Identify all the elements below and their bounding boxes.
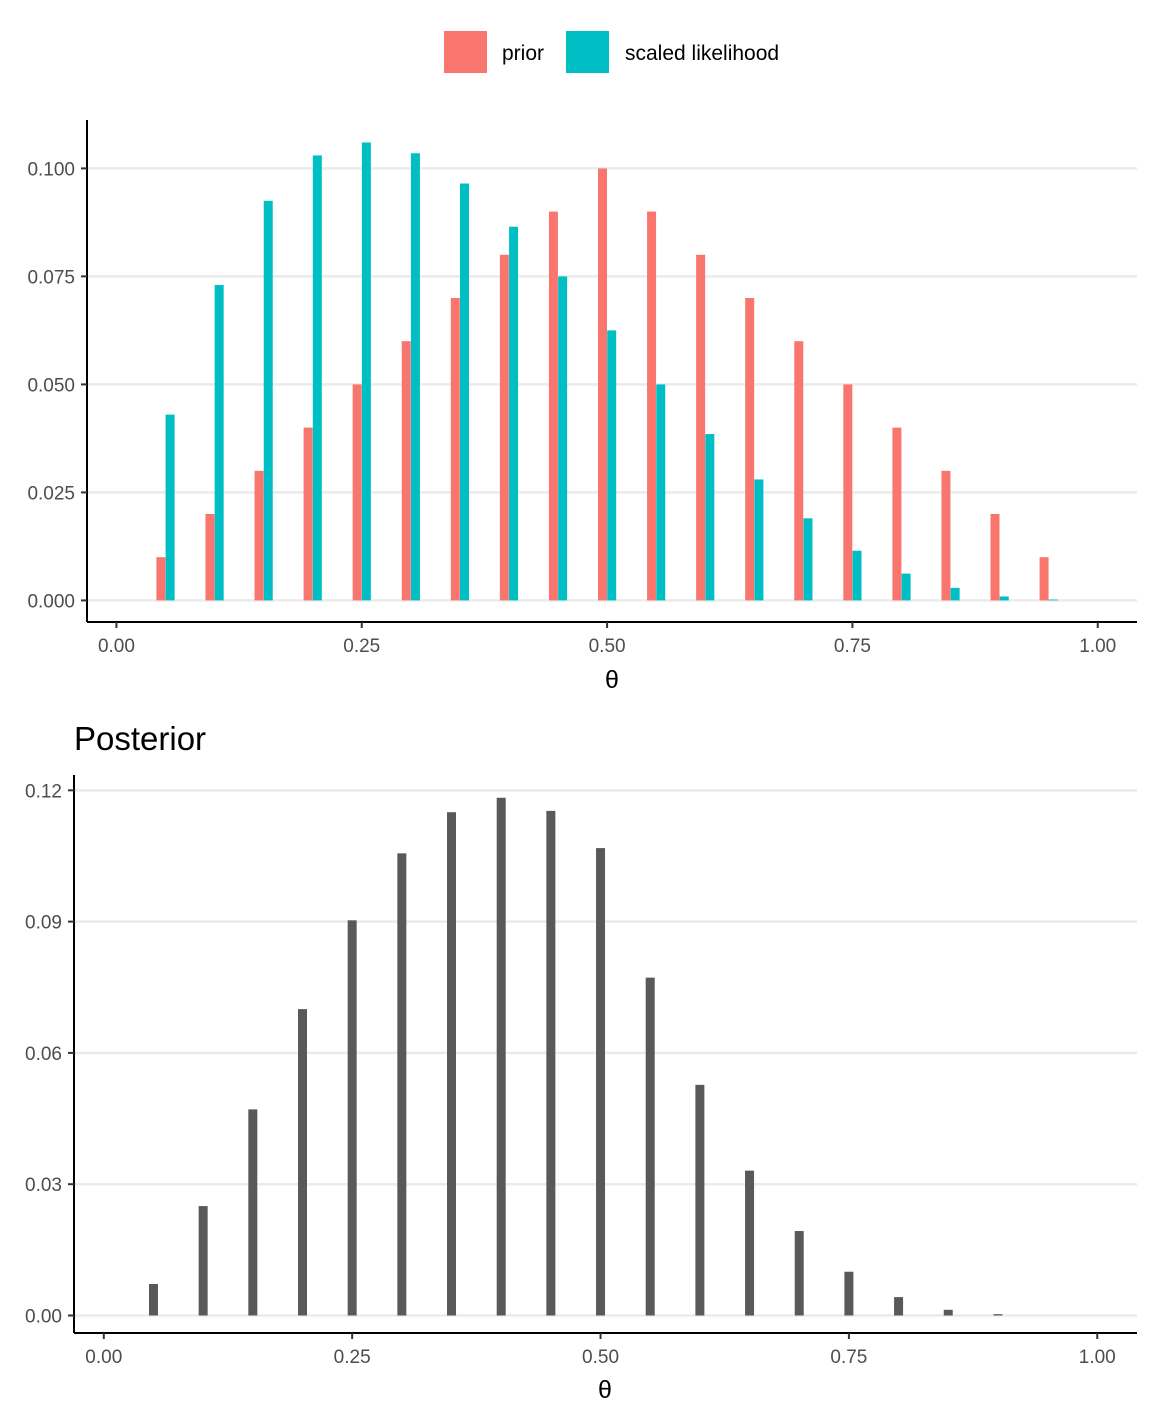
bar-scaled-likelihood: [460, 183, 469, 601]
bar-posterior: [844, 1271, 854, 1316]
bar-posterior: [794, 1231, 804, 1316]
x-tick-label: 0.75: [834, 636, 871, 657]
bar-prior: [696, 254, 706, 601]
x-tick-label: 0.75: [830, 1347, 867, 1368]
x-tick-label: 0.00: [98, 636, 135, 657]
bar-prior: [548, 211, 558, 601]
axes: [86, 120, 1137, 623]
y-tick-label: 0.03: [25, 1175, 62, 1196]
y-tick-label: 0.12: [25, 781, 62, 802]
bar-posterior: [198, 1206, 208, 1316]
bar-scaled-likelihood: [754, 479, 764, 601]
bar-scaled-likelihood: [803, 518, 813, 601]
x-tick-label: 0.25: [334, 1347, 371, 1368]
bar-prior: [843, 384, 853, 601]
bar-scaled-likelihood: [656, 384, 666, 601]
bar-scaled-likelihood: [509, 226, 519, 601]
x-tick-label: 1.00: [1079, 1347, 1116, 1368]
bar-scaled-likelihood: [410, 153, 420, 601]
bar-prior: [352, 384, 362, 601]
y-tick-label: 0.06: [25, 1044, 62, 1065]
bar-scaled-likelihood: [852, 550, 862, 601]
bar-posterior: [496, 797, 506, 1316]
bar-prior: [1039, 557, 1049, 601]
bar-scaled-likelihood: [214, 285, 224, 601]
bar-prior: [647, 211, 657, 601]
bar-posterior: [894, 1297, 904, 1316]
bar-posterior: [298, 1009, 307, 1316]
y-tick-label: 0.075: [27, 267, 75, 288]
bar-prior: [156, 557, 166, 601]
bar-prior: [892, 427, 902, 601]
bar-posterior: [645, 977, 655, 1316]
bar-posterior: [447, 812, 457, 1316]
bar-scaled-likelihood: [705, 434, 715, 601]
y-tick-label: 0.025: [27, 483, 75, 504]
posterior-panel: Posterior 0.000.030.060.090.12 0.00 0.25 0…: [25, 720, 1137, 1404]
legend-label-prior: prior: [502, 42, 544, 65]
bar-posterior: [148, 1283, 158, 1316]
x-tick-label: 0.50: [589, 636, 626, 657]
bar-posterior: [745, 1170, 755, 1316]
x-tick-label: 0.25: [343, 636, 380, 657]
y-axis-ticks: 0.000 0.025 0.050 0.075 0.100: [27, 159, 87, 612]
bar-posterior: [546, 810, 556, 1316]
axes: [73, 775, 1137, 1334]
x-axis-title: θ: [598, 1376, 612, 1404]
bar-scaled-likelihood: [165, 414, 175, 601]
bar-scaled-likelihood: [312, 155, 322, 601]
bar-prior: [941, 470, 951, 601]
bars: [156, 142, 1058, 601]
legend: prior scaled likelihood: [444, 31, 779, 73]
x-axis-ticks: 0.00 0.25 0.50 0.75 1.00: [98, 622, 1116, 657]
bar-posterior: [397, 853, 407, 1316]
y-gridlines: [74, 789, 1137, 1317]
bar-prior: [401, 341, 411, 601]
bar-posterior: [248, 1109, 258, 1316]
bar-prior: [205, 514, 215, 601]
bar-prior: [597, 168, 607, 601]
bar-prior: [745, 297, 755, 601]
y-axis-ticks: 0.00 0.03 0.06 0.09 0.12: [25, 781, 74, 1327]
bar-scaled-likelihood: [361, 142, 371, 601]
bar-scaled-likelihood: [558, 276, 568, 601]
y-tick-label: 0.09: [25, 913, 62, 934]
legend-label-scaled-likelihood: scaled likelihood: [625, 42, 779, 65]
posterior-title: Posterior: [74, 720, 206, 757]
y-tick-label: 0.050: [27, 375, 75, 396]
bar-prior: [794, 341, 804, 601]
bar-posterior: [596, 848, 606, 1316]
x-tick-label: 0.50: [582, 1347, 619, 1368]
bar-posterior: [695, 1084, 705, 1316]
x-axis-ticks: 0.00 0.25 0.50 0.75 1.00: [85, 1333, 1116, 1368]
bar-posterior: [993, 1314, 1003, 1316]
legend-swatch-prior: [444, 31, 487, 73]
y-tick-label: 0.00: [25, 1306, 62, 1327]
bar-prior: [990, 514, 1000, 601]
bar-prior: [450, 297, 460, 601]
bar-scaled-likelihood: [901, 573, 911, 601]
y-tick-label: 0.000: [27, 591, 75, 612]
y-tick-label: 0.100: [27, 159, 75, 180]
bar-prior: [499, 254, 509, 601]
bar-scaled-likelihood: [999, 596, 1009, 601]
x-axis-title: θ: [605, 666, 619, 694]
bar-scaled-likelihood: [1048, 599, 1058, 601]
bar-prior: [303, 427, 313, 601]
x-tick-label: 0.00: [85, 1347, 122, 1368]
legend-swatch-scaled-likelihood: [566, 31, 609, 73]
bar-scaled-likelihood: [607, 330, 617, 601]
bars: [148, 797, 1003, 1316]
bar-posterior: [347, 920, 357, 1316]
bar-prior: [254, 470, 264, 601]
bar-scaled-likelihood: [950, 587, 960, 601]
bar-posterior: [943, 1309, 953, 1316]
bar-scaled-likelihood: [263, 200, 273, 601]
x-tick-label: 1.00: [1079, 636, 1116, 657]
